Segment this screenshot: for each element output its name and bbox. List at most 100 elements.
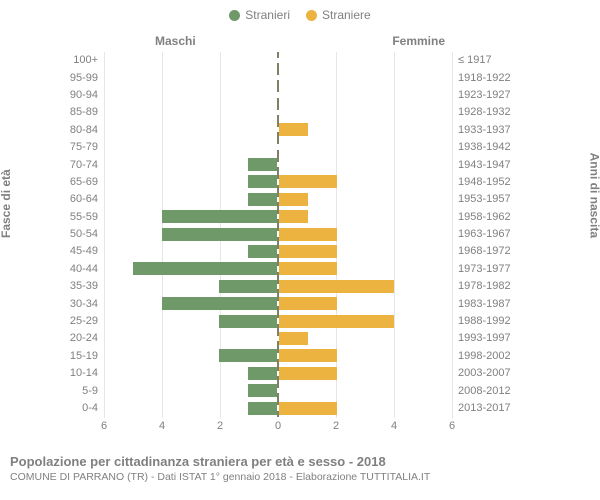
age-row: 55-59 1958-1962 [60, 208, 520, 225]
female-half [279, 330, 452, 347]
age-row: 0-42013-2017 [60, 399, 520, 416]
age-row: 100+ ≤ 1917 [60, 52, 520, 69]
age-label: 65-69 [60, 176, 104, 188]
age-row: 90-941923-1927 [60, 86, 520, 103]
legend: StranieriStraniere [0, 0, 600, 28]
age-label: 0-4 [60, 402, 104, 414]
female-bar [279, 315, 394, 328]
birth-label: 1953-1957 [452, 193, 520, 205]
legend-swatch [229, 10, 240, 21]
birth-label: 1918-1922 [452, 72, 520, 84]
age-label: 20-24 [60, 332, 104, 344]
female-bar [279, 367, 337, 380]
female-half [279, 347, 452, 364]
age-row: 5-9 2008-2012 [60, 382, 520, 399]
age-label: 80-84 [60, 124, 104, 136]
age-label: 90-94 [60, 89, 104, 101]
birth-label: 1938-1942 [452, 141, 520, 153]
age-row: 15-191998-2002 [60, 347, 520, 364]
female-half [279, 138, 452, 155]
male-half [104, 243, 277, 260]
age-label: 100+ [60, 54, 104, 66]
male-half [104, 365, 277, 382]
age-row: 30-341983-1987 [60, 295, 520, 312]
male-half [104, 156, 277, 173]
female-bar [279, 245, 337, 258]
female-bar [279, 349, 337, 362]
female-half [279, 225, 452, 242]
female-half [279, 208, 452, 225]
birth-label: 1943-1947 [452, 159, 520, 171]
age-row: 70-741943-1947 [60, 156, 520, 173]
male-half [104, 121, 277, 138]
male-half [104, 382, 277, 399]
male-bar [248, 245, 277, 258]
male-half [104, 173, 277, 190]
female-bar [279, 175, 337, 188]
female-half [279, 260, 452, 277]
birth-label: 1958-1962 [452, 211, 520, 223]
legend-swatch [306, 10, 317, 21]
male-bar [133, 262, 277, 275]
female-half [279, 399, 452, 416]
column-header-female: Femmine [392, 34, 445, 48]
age-label: 95-99 [60, 72, 104, 84]
male-half [104, 278, 277, 295]
birth-label: ≤ 1917 [452, 54, 520, 66]
birth-label: 1988-1992 [452, 315, 520, 327]
age-label: 60-64 [60, 193, 104, 205]
age-row: 75-79 1938-1942 [60, 138, 520, 155]
age-label: 40-44 [60, 263, 104, 275]
male-bar [219, 280, 277, 293]
chart-title: Popolazione per cittadinanza straniera p… [10, 454, 590, 469]
x-tick-label: 6 [101, 420, 107, 432]
female-half [279, 365, 452, 382]
male-half [104, 191, 277, 208]
female-bar [279, 402, 337, 415]
age-label: 45-49 [60, 245, 104, 257]
female-bar [279, 280, 394, 293]
birth-label: 1968-1972 [452, 245, 520, 257]
x-tick-label: 4 [159, 420, 165, 432]
age-label: 55-59 [60, 211, 104, 223]
column-header-male: Maschi [155, 34, 196, 48]
male-bar [248, 158, 277, 171]
x-tick-label: 4 [391, 420, 397, 432]
female-half [279, 312, 452, 329]
population-pyramid-chart: Maschi Femmine Fasce di età Anni di nasc… [0, 28, 600, 448]
x-axis: 0224466 [60, 420, 520, 438]
female-bar [279, 123, 308, 136]
female-bar [279, 228, 337, 241]
birth-label: 2003-2007 [452, 367, 520, 379]
age-row: 45-49 1968-1972 [60, 243, 520, 260]
birth-label: 1973-1977 [452, 263, 520, 275]
male-bar [248, 367, 277, 380]
male-bar [219, 315, 277, 328]
age-label: 5-9 [60, 385, 104, 397]
female-bar [279, 297, 337, 310]
age-row: 10-142003-2007 [60, 365, 520, 382]
birth-label: 2008-2012 [452, 385, 520, 397]
x-tick-label: 2 [333, 420, 339, 432]
male-half [104, 208, 277, 225]
female-half [279, 191, 452, 208]
legend-label: Straniere [322, 8, 371, 22]
male-half [104, 52, 277, 69]
male-half [104, 225, 277, 242]
x-tick-label: 0 [275, 420, 281, 432]
age-label: 75-79 [60, 141, 104, 153]
female-half [279, 121, 452, 138]
age-row: 50-54 1963-1967 [60, 225, 520, 242]
age-label: 50-54 [60, 228, 104, 240]
age-label: 30-34 [60, 298, 104, 310]
female-half [279, 173, 452, 190]
male-half [104, 330, 277, 347]
male-half [104, 69, 277, 86]
birth-label: 1963-1967 [452, 228, 520, 240]
female-bar [279, 262, 337, 275]
birth-label: 1993-1997 [452, 332, 520, 344]
male-half [104, 399, 277, 416]
male-half [104, 138, 277, 155]
chart-footer: Popolazione per cittadinanza straniera p… [0, 448, 600, 483]
male-bar [248, 193, 277, 206]
